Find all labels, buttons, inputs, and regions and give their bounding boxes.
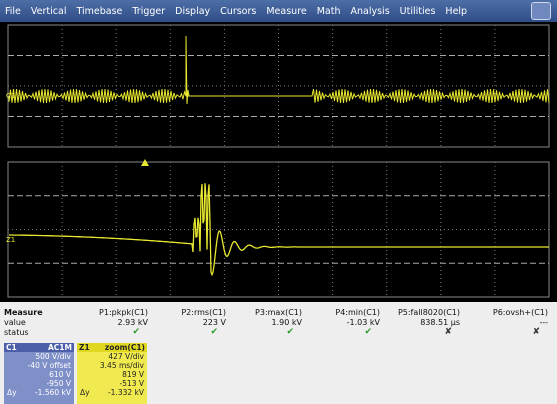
- param-name: P6:ovsh+(C1): [492, 308, 548, 317]
- menu-item[interactable]: Vertical: [30, 5, 67, 17]
- menu-item[interactable]: File: [5, 5, 21, 17]
- param-value: 2.93 kV: [117, 318, 148, 327]
- param-name: P4:min(C1): [335, 308, 380, 317]
- trace-label: C1: [6, 92, 15, 100]
- param-status: ✔: [210, 327, 218, 337]
- param-name: P3:max(C1): [255, 308, 302, 317]
- param-value: 838.51 µs: [420, 318, 460, 327]
- channel-setting: 427 V/div: [108, 352, 144, 361]
- lower-waveform: [9, 183, 549, 277]
- row-label: status: [4, 328, 29, 337]
- param-status: ✔: [364, 327, 372, 337]
- trigger-marker: [141, 159, 149, 166]
- channel-setting: 500 V/div: [35, 352, 71, 361]
- delta-label: Δy: [80, 388, 90, 397]
- measure-title: Measure: [4, 308, 43, 317]
- trigger-spike: [185, 35, 190, 105]
- menu-item[interactable]: Cursors: [220, 5, 257, 17]
- menu-item[interactable]: Timebase: [76, 5, 123, 17]
- channel-label: C1: [6, 343, 17, 352]
- channel-tag: zoom(C1): [104, 343, 145, 352]
- param-name: P2:rms(C1): [181, 308, 226, 317]
- channel-box[interactable]: C1 AC1M 500 V/div -40 V offset 610 V -950 V Δy…: [4, 343, 74, 404]
- channel-delta: Δy -1.332 kV: [77, 388, 147, 397]
- menu-bar: File Vertical Timebase Trigger Display Cursor…: [0, 0, 557, 22]
- channel-label: Z1: [79, 343, 90, 352]
- channel-tag: AC1M: [48, 343, 72, 352]
- channel-setting: -513 V: [119, 379, 144, 388]
- logo[interactable]: [531, 2, 551, 20]
- channel-delta: Δy -1.560 kV: [4, 388, 74, 397]
- menu-item[interactable]: Utilities: [399, 5, 436, 17]
- channel-setting: 610 V: [49, 370, 71, 379]
- param-value: -1.03 kV: [346, 318, 380, 327]
- row-label: value: [4, 318, 26, 327]
- param-status: ✘: [532, 327, 540, 337]
- menu-item[interactable]: Analysis: [350, 5, 390, 17]
- menu-item[interactable]: Measure: [266, 5, 307, 17]
- param-status: ✔: [132, 327, 140, 337]
- param-value: ---: [539, 318, 548, 327]
- delta-value: -1.332 kV: [107, 388, 144, 397]
- grid-frame: [7, 24, 550, 148]
- menu-item[interactable]: Display: [175, 5, 211, 17]
- param-value: 1.90 kV: [271, 318, 302, 327]
- param-name: P5:fall8020(C1): [397, 308, 460, 317]
- menu-item[interactable]: Math: [316, 5, 341, 17]
- channel-header: Z1 zoom(C1): [77, 343, 147, 352]
- channel-box[interactable]: Z1 zoom(C1) 427 V/div 3.45 ms/div 819 V -513 …: [77, 343, 147, 404]
- channel-setting: -40 V offset: [27, 361, 71, 370]
- delta-value: -1.560 kV: [34, 388, 71, 397]
- channel-setting: 3.45 ms/div: [99, 361, 144, 370]
- param-status: ✔: [286, 327, 294, 337]
- menu-item[interactable]: Help: [445, 5, 468, 17]
- channel-setting: -950 V: [46, 379, 71, 388]
- param-value: 223 V: [202, 318, 226, 327]
- param-name: P1:pkpk(C1): [99, 308, 148, 317]
- scope-screen: C1 Z1: [0, 22, 557, 302]
- param-status: ✘: [444, 327, 452, 337]
- menu-item[interactable]: Trigger: [132, 5, 166, 17]
- measure-panel: Measure value status P1:pkpk(C1) 2.93 kV ✔…: [0, 302, 557, 404]
- upper-waveform: [8, 88, 550, 104]
- channel-setting: 819 V: [122, 370, 144, 379]
- channel-header: C1 AC1M: [4, 343, 74, 352]
- waveform-display: C1 Z1: [6, 24, 550, 298]
- trace-label: Z1: [6, 236, 15, 244]
- delta-label: Δy: [7, 388, 17, 397]
